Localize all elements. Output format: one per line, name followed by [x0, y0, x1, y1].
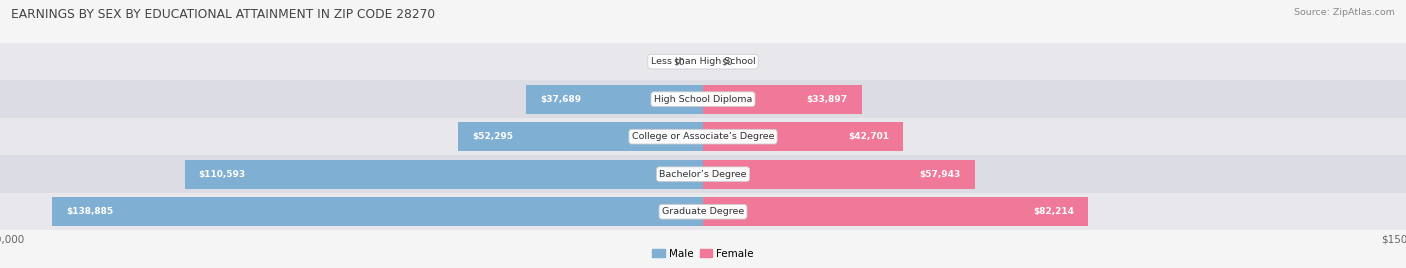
Bar — [703, 122, 903, 151]
Text: Graduate Degree: Graduate Degree — [662, 207, 744, 216]
Text: $42,701: $42,701 — [848, 132, 889, 141]
Bar — [184, 159, 703, 189]
Text: $82,214: $82,214 — [1033, 207, 1074, 216]
Text: $0: $0 — [721, 57, 734, 66]
Bar — [703, 84, 862, 114]
Bar — [458, 122, 703, 151]
Text: $37,689: $37,689 — [540, 95, 582, 104]
Text: $33,897: $33,897 — [807, 95, 848, 104]
Text: $138,885: $138,885 — [66, 207, 114, 216]
Text: College or Associate’s Degree: College or Associate’s Degree — [631, 132, 775, 141]
Bar — [0, 155, 1406, 193]
Text: Source: ZipAtlas.com: Source: ZipAtlas.com — [1294, 8, 1395, 17]
Text: $110,593: $110,593 — [198, 170, 246, 179]
Bar — [52, 197, 703, 226]
Bar — [0, 43, 1406, 80]
Text: Less than High School: Less than High School — [651, 57, 755, 66]
Text: $0: $0 — [672, 57, 685, 66]
Bar — [703, 197, 1088, 226]
Bar — [0, 80, 1406, 118]
Text: $57,943: $57,943 — [920, 170, 960, 179]
Legend: Male, Female: Male, Female — [648, 244, 758, 263]
Bar — [0, 193, 1406, 230]
Text: EARNINGS BY SEX BY EDUCATIONAL ATTAINMENT IN ZIP CODE 28270: EARNINGS BY SEX BY EDUCATIONAL ATTAINMEN… — [11, 8, 436, 21]
Bar — [0, 118, 1406, 155]
Text: $52,295: $52,295 — [472, 132, 513, 141]
Bar — [703, 159, 974, 189]
Bar — [526, 84, 703, 114]
Text: High School Diploma: High School Diploma — [654, 95, 752, 104]
Text: Bachelor’s Degree: Bachelor’s Degree — [659, 170, 747, 179]
